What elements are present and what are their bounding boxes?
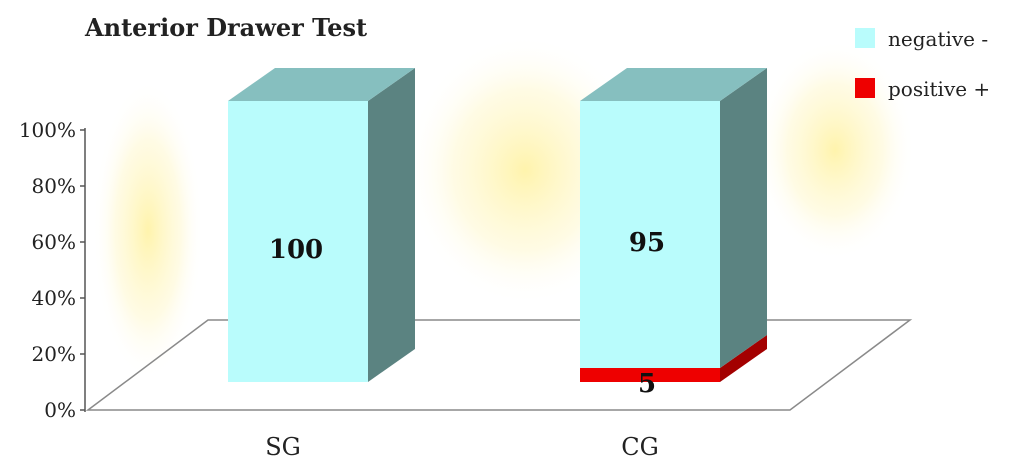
data-label-sg-negative: 100 [269,235,323,265]
bar-side-negative-sg [368,68,415,382]
bar-top-sg [228,68,415,101]
bar-side-positive-cg [720,334,767,382]
glow-right [755,40,915,260]
floor [85,319,913,411]
bar-side-negative-cg [720,68,767,368]
y-axis: 0% 20% 40% 60% 80% 100% [19,118,86,422]
bar-group-cg [580,68,767,382]
bar-front-positive-cg [580,367,720,382]
background-glow [93,35,915,380]
y-tick-label: 100% [19,118,76,142]
bar-top-cg [580,68,767,101]
x-tick-label-sg: SG [265,433,301,461]
bar-front-negative-sg [228,101,368,382]
x-tick-label-cg: CG [621,433,659,461]
bar-front-negative-cg [580,101,720,368]
glow-left [93,80,203,380]
legend-label-positive: positive + [888,77,990,101]
category-labels: SG CG [265,433,659,461]
legend: negative - positive + [855,27,990,101]
bar-group-sg [228,68,415,382]
data-label-cg-positive: 5 [638,369,656,399]
legend-swatch-positive [855,78,875,98]
bars: 100 95 5 [228,68,767,399]
y-tick-label: 40% [32,286,76,310]
y-ticks: 0% 20% 40% 60% 80% 100% [19,118,85,422]
y-tick-label: 20% [32,342,76,366]
legend-swatch-negative [855,28,875,48]
y-tick-label: 0% [44,398,76,422]
legend-label-negative: negative - [888,27,988,51]
floor-plane [85,319,913,411]
chart-title: Anterior Drawer Test [84,13,367,42]
y-tick-label: 80% [32,174,76,198]
y-tick-label: 60% [32,230,76,254]
data-label-cg-negative: 95 [629,228,665,258]
